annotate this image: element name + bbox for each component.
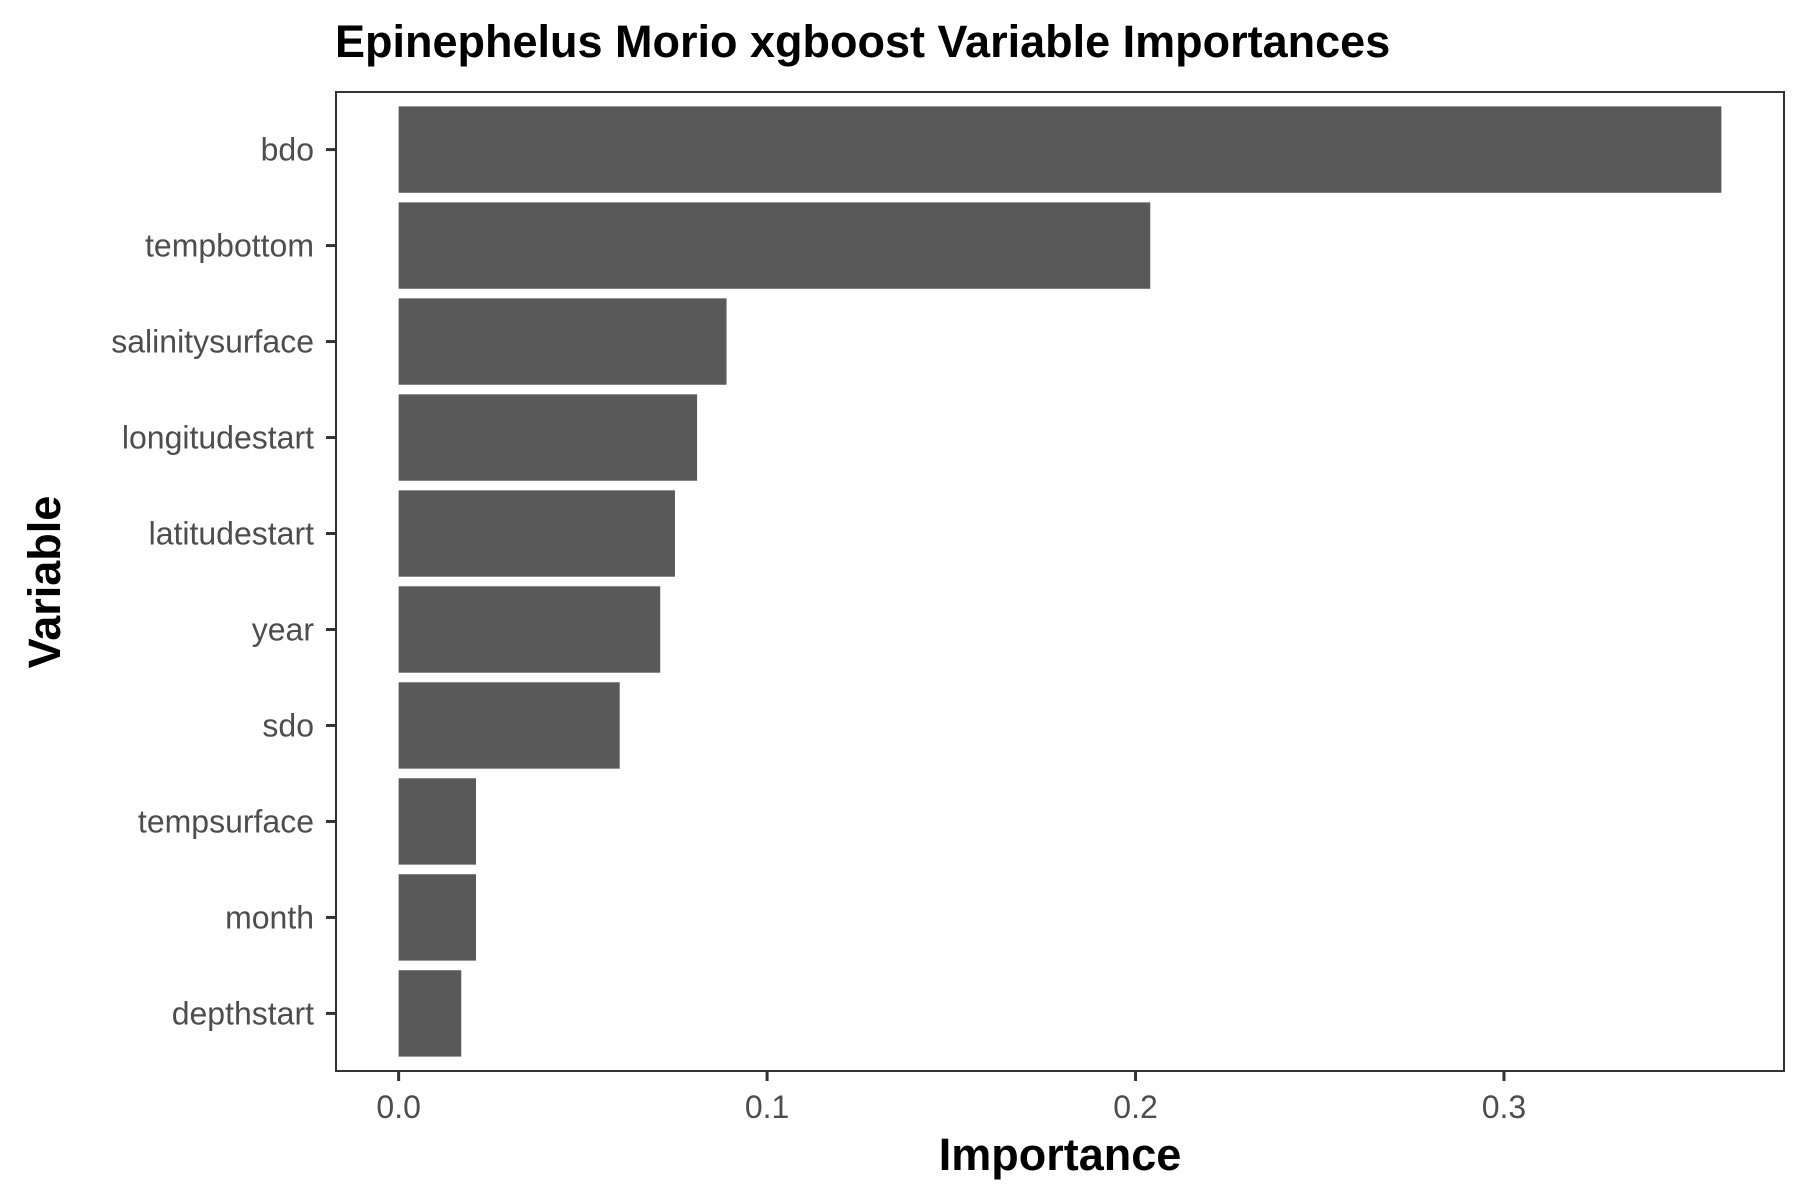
bar-tempbottom <box>398 202 1151 289</box>
bar-depthstart <box>398 970 462 1057</box>
bar-sdo <box>398 682 620 769</box>
y-tick-label-latitudestart: latitudestart <box>149 516 315 552</box>
y-tick-label-longitudestart: longitudestart <box>122 420 314 456</box>
y-tick-label-salinitysurface: salinitysurface <box>111 324 314 360</box>
chart-title: Epinephelus Morio xgboost Variable Impor… <box>335 16 1390 67</box>
x-axis: 0.0 0.1 0.2 0.3 <box>376 1071 1526 1125</box>
bar-year <box>398 586 661 673</box>
plot-panel <box>335 91 1785 1072</box>
bar-month <box>398 874 477 961</box>
x-axis-title: Importance <box>939 1129 1182 1180</box>
bar-longitudestart <box>398 394 698 481</box>
y-tick-label-month: month <box>225 899 314 935</box>
bar-bdo <box>398 106 1722 193</box>
x-tick-label-0.3: 0.3 <box>1482 1089 1526 1125</box>
x-tick-label-0.1: 0.1 <box>745 1089 789 1125</box>
y-tick-label-depthstart: depthstart <box>172 995 314 1031</box>
y-tick-label-sdo: sdo <box>262 707 314 743</box>
y-axis-title: Variable <box>19 496 70 669</box>
x-tick-label-0.0: 0.0 <box>376 1089 420 1125</box>
bar-latitudestart <box>398 490 675 577</box>
y-tick-label-tempsurface: tempsurface <box>138 803 314 839</box>
y-tick-label-bdo: bdo <box>261 132 314 168</box>
x-tick-label-0.2: 0.2 <box>1113 1089 1157 1125</box>
bar-tempsurface <box>398 778 477 865</box>
bar-salinitysurface <box>398 298 727 385</box>
y-tick-label-tempbottom: tempbottom <box>145 228 314 264</box>
y-tick-label-year: year <box>252 611 315 647</box>
bars-group <box>398 106 1722 1057</box>
y-axis: bdo tempbottom salinitysurface longitudesta… <box>111 132 336 1031</box>
